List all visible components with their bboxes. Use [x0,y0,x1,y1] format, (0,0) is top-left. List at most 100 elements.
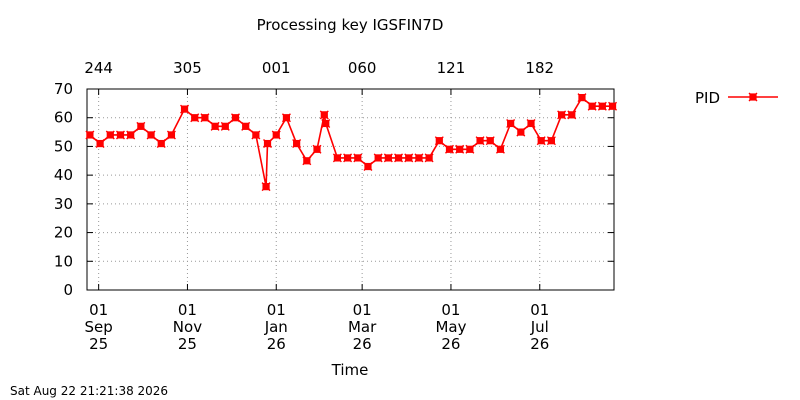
marker-cross [506,118,516,128]
x-tick-day: 01 [267,301,286,319]
data-point [200,113,210,123]
x-tick-day: 01 [353,301,372,319]
data-point [126,130,136,140]
marker-cross [394,153,404,163]
data-point [302,156,312,166]
chart-title: Processing key IGSFIN7D [257,16,444,34]
marker-cross [321,118,331,128]
marker-cross [220,121,230,131]
data-point [156,139,166,149]
series-layer [85,93,618,192]
marker-cross [251,130,261,140]
marker-cross [190,113,200,123]
marker-cross [424,153,434,163]
marker-cross [608,101,618,111]
marker-cross [200,113,210,123]
data-point [577,93,587,103]
marker-cross [210,121,220,131]
data-point [394,153,404,163]
data-point [506,118,516,128]
marker-cross [146,130,156,140]
plot-frame [86,88,615,291]
marker-cross [444,144,454,154]
data-point [414,153,424,163]
x-tick-year: 26 [267,335,286,353]
y-tick-label: 30 [54,195,73,213]
marker-cross [85,130,95,140]
marker-cross [567,110,577,120]
marker-cross [343,153,353,163]
marker-cross [404,153,414,163]
x-tick-month: Jul [530,318,549,336]
data-point [271,130,281,140]
marker-cross [156,139,166,149]
x-tick-day: 01 [89,301,108,319]
data-point [465,144,475,154]
marker-cross [115,130,125,140]
grid [87,89,614,290]
marker-cross [105,130,115,140]
y-tick-label: 50 [54,137,73,155]
data-point [546,136,556,146]
data-point [220,121,230,131]
data-point [251,130,261,140]
footer-timestamp: Sat Aug 22 21:21:38 2026 [10,384,168,398]
x-tick-year: 25 [178,335,197,353]
marker-cross [302,156,312,166]
marker-cross [263,139,273,149]
marker-cross [495,144,505,154]
marker-cross [475,136,485,146]
marker-cross [241,121,251,131]
marker-cross [126,130,136,140]
data-point [536,136,546,146]
marker-cross [465,144,475,154]
data-point [210,121,220,131]
data-point [241,121,251,131]
data-point [115,130,125,140]
y-tick-label: 60 [54,109,73,127]
data-point [146,130,156,140]
y-tick-label: 20 [54,224,73,242]
top-tick-label: 121 [437,59,466,77]
data-point [261,182,271,192]
data-point [748,92,758,102]
marker-cross [261,182,271,192]
marker-cross [434,136,444,146]
data-point [332,153,342,163]
marker-cross [271,130,281,140]
data-point [444,144,454,154]
data-point [343,153,353,163]
data-point [353,153,363,163]
data-point [383,153,393,163]
marker-cross [536,136,546,146]
marker-cross [485,136,495,146]
marker-cross [281,113,291,123]
marker-cross [166,130,176,140]
data-point [404,153,414,163]
data-point [495,144,505,154]
marker-cross [95,139,105,149]
x-tick-day: 01 [178,301,197,319]
data-point [455,144,465,154]
data-point [166,130,176,140]
x-tick-year: 26 [441,335,460,353]
x-tick-month: May [435,318,466,336]
data-point [319,110,329,120]
data-point [475,136,485,146]
data-point [373,153,383,163]
marker-cross [557,110,567,120]
legend-label-pid: PID [695,89,720,107]
data-point [608,101,618,111]
data-point [485,136,495,146]
marker-cross [748,92,758,102]
data-point [321,118,331,128]
top-tick-label: 305 [173,59,202,77]
x-tick-month: Mar [348,318,377,336]
marker-cross [383,153,393,163]
data-point [587,101,597,111]
series-line [89,96,613,187]
marker-cross [292,139,302,149]
data-point [526,118,536,128]
marker-cross [332,153,342,163]
data-point [597,101,607,111]
